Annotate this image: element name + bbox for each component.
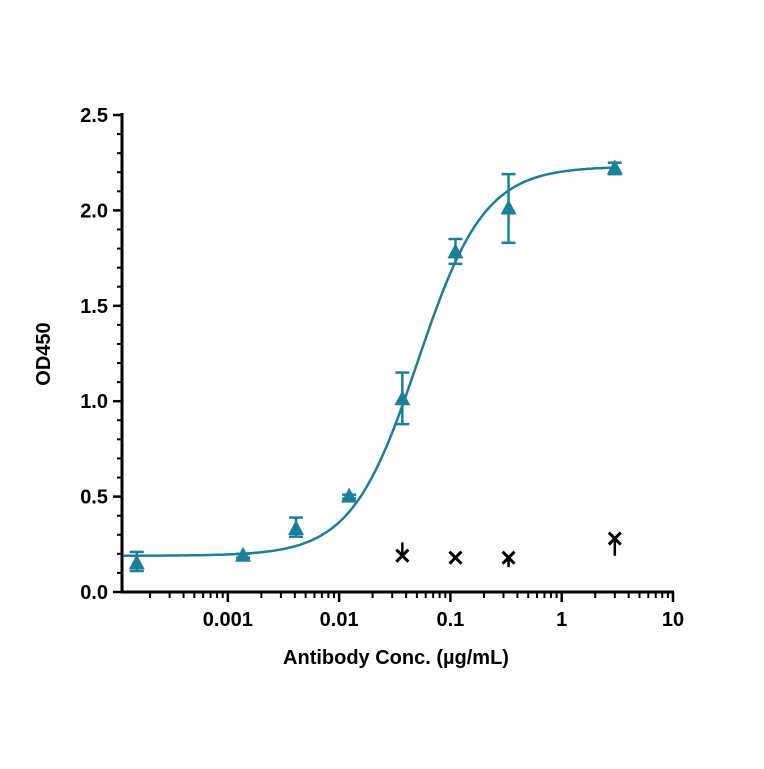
x-tick-label: 0.1 [437, 609, 465, 631]
data-point-triangle [394, 371, 411, 426]
y-tick-label: 2.5 [80, 105, 108, 127]
triangle-marker [288, 520, 305, 536]
triangle-marker [500, 199, 517, 215]
y-tick-label: 1.5 [80, 296, 108, 318]
axes: 0.0 0.5 1.0 1.5 2.0 2.5 0.001 0.01 0.1 1 10 [80, 105, 684, 631]
cross-marker [395, 548, 410, 563]
data-point-triangle [288, 516, 305, 538]
data-point-cross [448, 550, 463, 565]
data-point-triangle [606, 159, 623, 176]
triangle-marker [447, 243, 464, 259]
data-point-triangle [128, 550, 145, 573]
cross-marker [501, 550, 516, 565]
y-tick-label: 0.5 [80, 487, 108, 509]
y-axis-label: OD450 [33, 322, 55, 385]
data-point-triangle [500, 172, 517, 245]
x-tick-label: 1 [556, 609, 567, 631]
data-marks [128, 159, 623, 573]
data-point-triangle [341, 487, 358, 503]
y-tick-label: 0.0 [80, 582, 108, 604]
triangle-marker [394, 390, 411, 406]
data-point-cross [607, 531, 622, 556]
triangle-marker [341, 487, 358, 503]
triangle-marker [128, 554, 145, 570]
fit-curve [123, 166, 617, 557]
fit-curves [123, 166, 617, 557]
data-point-triangle [235, 546, 252, 562]
x-axis-label: Antibody Conc. (µg/mL) [283, 647, 509, 669]
cross-marker [448, 550, 463, 565]
data-point-cross [501, 550, 516, 568]
y-tick-label: 2.0 [80, 200, 108, 222]
x-tick-label: 0.001 [203, 609, 253, 631]
triangle-marker [606, 159, 623, 175]
cross-marker [607, 531, 622, 546]
x-tick-label: 0.01 [320, 609, 359, 631]
x-tick-label: 10 [662, 609, 684, 631]
data-point-cross [395, 542, 410, 563]
triangle-marker [235, 546, 252, 562]
y-tick-label: 1.0 [80, 391, 108, 413]
data-point-triangle [447, 237, 464, 266]
